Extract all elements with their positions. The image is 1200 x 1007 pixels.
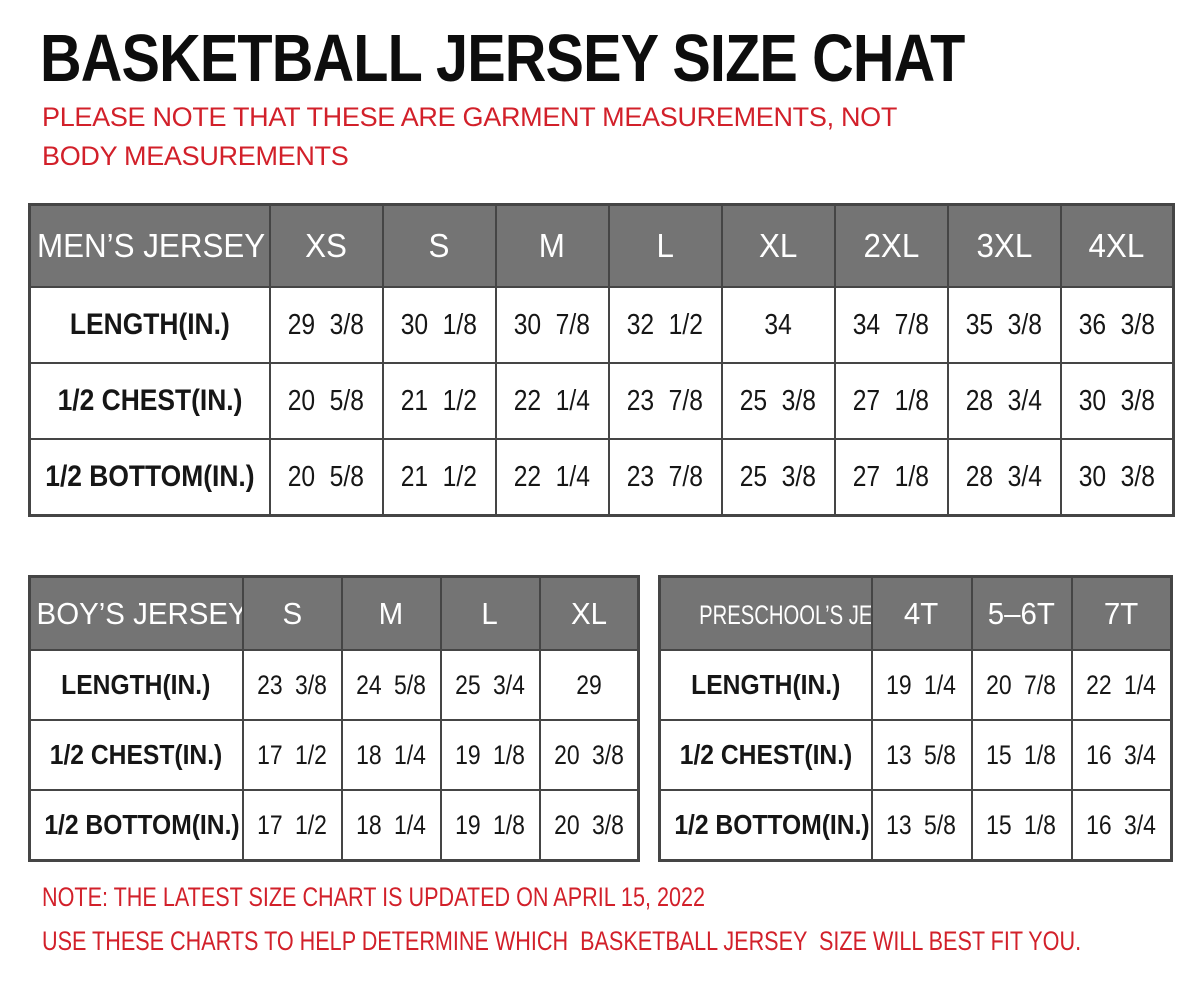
table-cell: 34: [720, 286, 836, 364]
column-header-m: M: [340, 575, 442, 651]
preschools-jersey-table: PRESCHOOL’S JERSEY 4T 5–6T 7T LENGTH(IN.…: [658, 575, 1173, 862]
table-cell: 34 7/8: [833, 286, 949, 364]
table-cell: 32 1/2: [607, 286, 723, 364]
table-cell: 20 3/8: [538, 789, 640, 862]
table-cell: 30 1/8: [381, 286, 497, 364]
table-cell: 15 1/8: [970, 789, 1073, 862]
column-header-5-6t: 5–6T: [970, 575, 1073, 651]
column-header-4t: 4T: [870, 575, 973, 651]
usage-note: USE THESE CHARTS TO HELP DETERMINE WHICH…: [42, 926, 1082, 956]
row-label-half-chest: 1/2 CHEST(IN.): [28, 362, 271, 440]
table-cell: 21 1/2: [381, 438, 497, 517]
column-header-l: L: [607, 203, 723, 288]
page-title: BASKETBALL JERSEY SIZE CHAT: [40, 21, 965, 96]
column-header-2xl: 2XL: [833, 203, 949, 288]
boys-half-chest-row: 1/2 CHEST(IN.) 17 1/2 18 1/4 19 1/8 20 3…: [28, 719, 640, 791]
mens-length-row: LENGTH(IN.) 29 3/8 30 1/8 30 7/8 32 1/2 …: [28, 286, 1175, 364]
boys-length-row: LENGTH(IN.) 23 3/8 24 5/8 25 3/4 29: [28, 649, 640, 721]
table-cell: 30 3/8: [1059, 362, 1175, 440]
table-cell: 36 3/8: [1059, 286, 1175, 364]
table-cell: 28 3/4: [946, 362, 1062, 440]
table-cell: 13 5/8: [870, 719, 973, 791]
preschools-length-row: LENGTH(IN.) 19 1/4 20 7/8 22 1/4: [658, 649, 1173, 721]
column-header-s: S: [381, 203, 497, 288]
table-cell: 20 3/8: [538, 719, 640, 791]
column-header-xs: XS: [268, 203, 384, 288]
table-cell: 30 3/8: [1059, 438, 1175, 517]
preschools-half-bottom-row: 1/2 BOTTOM(IN.) 13 5/8 15 1/8 16 3/4: [658, 789, 1173, 862]
table-cell: 21 1/2: [381, 362, 497, 440]
column-header-7t: 7T: [1070, 575, 1173, 651]
row-label-length: LENGTH(IN.): [28, 649, 244, 721]
table-cell: 35 3/8: [946, 286, 1062, 364]
table-cell: 25 3/4: [439, 649, 541, 721]
table-cell: 29: [538, 649, 640, 721]
row-label-half-bottom: 1/2 BOTTOM(IN.): [28, 789, 244, 862]
table-cell: 25 3/8: [720, 362, 836, 440]
preschools-header-row: PRESCHOOL’S JERSEY 4T 5–6T 7T: [658, 575, 1173, 651]
table-cell: 27 1/8: [833, 438, 949, 517]
table-cell: 19 1/4: [870, 649, 973, 721]
row-label-half-bottom: 1/2 BOTTOM(IN.): [28, 438, 271, 517]
mens-half-bottom-row: 1/2 BOTTOM(IN.) 20 5/8 21 1/2 22 1/4 23 …: [28, 438, 1175, 517]
table-cell: 19 1/8: [439, 789, 541, 862]
column-header-3xl: 3XL: [946, 203, 1062, 288]
row-label-length: LENGTH(IN.): [658, 649, 873, 721]
preschools-table-title-cell: PRESCHOOL’S JERSEY: [658, 575, 873, 651]
table-cell: 17 1/2: [241, 789, 343, 862]
table-cell: 30 7/8: [494, 286, 610, 364]
table-cell: 28 3/4: [946, 438, 1062, 517]
table-cell: 27 1/8: [833, 362, 949, 440]
mens-header-row: MEN’S JERSEY XS S M L XL 2XL 3XL 4XL: [28, 203, 1175, 288]
table-cell: 17 1/2: [241, 719, 343, 791]
table-cell: 16 3/4: [1070, 719, 1173, 791]
column-header-s: S: [241, 575, 343, 651]
boys-header-row: BOY’S JERSEY S M L XL: [28, 575, 640, 651]
row-label-half-chest: 1/2 CHEST(IN.): [28, 719, 244, 791]
table-cell: 18 1/4: [340, 719, 442, 791]
mens-table-title-cell: MEN’S JERSEY: [28, 203, 271, 288]
table-cell: 25 3/8: [720, 438, 836, 517]
table-cell: 18 1/4: [340, 789, 442, 862]
boys-jersey-table: BOY’S JERSEY S M L XL LENGTH(IN.) 23 3/8…: [28, 575, 640, 862]
table-cell: 23 7/8: [607, 438, 723, 517]
table-cell: 22 1/4: [494, 362, 610, 440]
column-header-l: L: [439, 575, 541, 651]
table-cell: 15 1/8: [970, 719, 1073, 791]
column-header-xl: XL: [720, 203, 836, 288]
table-cell: 20 7/8: [970, 649, 1073, 721]
column-header-m: M: [494, 203, 610, 288]
table-cell: 22 1/4: [494, 438, 610, 517]
preschools-half-chest-row: 1/2 CHEST(IN.) 13 5/8 15 1/8 16 3/4: [658, 719, 1173, 791]
table-cell: 22 1/4: [1070, 649, 1173, 721]
table-cell: 23 7/8: [607, 362, 723, 440]
update-date-note: NOTE: THE LATEST SIZE CHART IS UPDATED O…: [42, 882, 706, 912]
garment-measurement-disclaimer: PLEASE NOTE THAT THESE ARE GARMENT MEASU…: [42, 102, 897, 172]
mens-half-chest-row: 1/2 CHEST(IN.) 20 5/8 21 1/2 22 1/4 23 7…: [28, 362, 1175, 440]
table-cell: 29 3/8: [268, 286, 384, 364]
table-cell: 13 5/8: [870, 789, 973, 862]
table-cell: 23 3/8: [241, 649, 343, 721]
row-label-half-chest: 1/2 CHEST(IN.): [658, 719, 873, 791]
column-header-xl: XL: [538, 575, 640, 651]
mens-jersey-table: MEN’S JERSEY XS S M L XL 2XL 3XL 4XL LEN…: [28, 203, 1175, 517]
boys-table-title-cell: BOY’S JERSEY: [28, 575, 244, 651]
row-label-length: LENGTH(IN.): [28, 286, 271, 364]
table-cell: 19 1/8: [439, 719, 541, 791]
table-cell: 20 5/8: [268, 362, 384, 440]
table-cell: 20 5/8: [268, 438, 384, 517]
boys-half-bottom-row: 1/2 BOTTOM(IN.) 17 1/2 18 1/4 19 1/8 20 …: [28, 789, 640, 862]
row-label-half-bottom: 1/2 BOTTOM(IN.): [658, 789, 873, 862]
table-cell: 16 3/4: [1070, 789, 1173, 862]
table-cell: 24 5/8: [340, 649, 442, 721]
column-header-4xl: 4XL: [1059, 203, 1175, 288]
